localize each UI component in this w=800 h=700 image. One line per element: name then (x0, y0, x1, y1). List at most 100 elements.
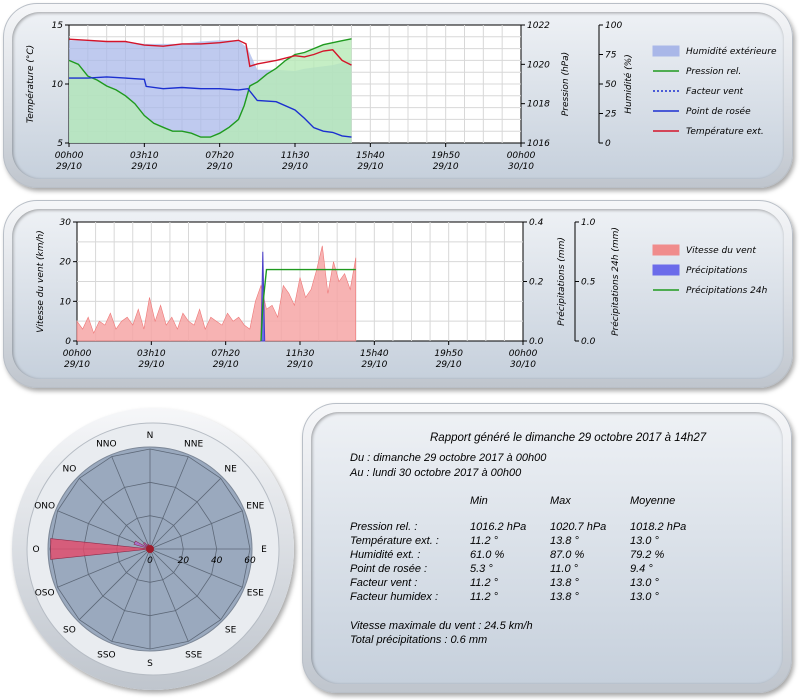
x-tick-label: 11h30 (286, 349, 315, 359)
legend-label: Précipitations (686, 265, 748, 276)
wind-speed-area (76, 245, 357, 342)
weather-chart: 00h0029/1003h1029/1007h2029/1011h3029/10… (25, 21, 777, 172)
report-header-avg: Moyenne (630, 495, 676, 507)
legend-label: Point de rosée (686, 106, 751, 117)
report-row-avg: 9.4 ° (630, 563, 653, 575)
report-max-wind: Vitesse maximale du vent : 24.5 km/h (350, 620, 533, 632)
report-row-max: 1020.7 hPa (550, 521, 607, 533)
report-panel (302, 403, 792, 693)
rose-direction-label: ENE (246, 501, 264, 511)
rain-24h-line (260, 268, 356, 342)
x-tick-date: 29/10 (213, 360, 239, 370)
rose-direction-label: E (261, 545, 267, 555)
rose-spoke (79, 548, 151, 620)
rose-direction-label: SE (225, 626, 237, 636)
wind-rose-panel: N NNE NE ENE E ESE SE SSE S SSO SO OSO O ONO NO NNO 0 20 4… (12, 408, 294, 690)
rose-spoke (149, 548, 189, 642)
rose-direction-label: NE (224, 464, 237, 474)
report-row-label: Température ext. : (350, 535, 439, 547)
x-tick-label: 15h40 (356, 151, 385, 161)
report-row-avg: 13.0 ° (630, 577, 659, 589)
rain-axis-tick-label: 0.4 (529, 218, 544, 228)
pressure-axis-tick-label: 1020 (527, 60, 550, 70)
rose-direction-label: SSE (185, 650, 202, 660)
wind-rain-chart-panel: 00h00 29/10 03h10 29/10 07h20 29/10 11h30 29/10… (3, 200, 793, 388)
pressure-axis-tick-label: 1016 (527, 139, 550, 149)
x-tick-date: 30/10 (510, 360, 536, 370)
x-tick-label: 00h00 (507, 151, 536, 161)
rose-petal (133, 540, 151, 550)
report-row-avg: 1018.2 hPa (630, 521, 687, 533)
x-tick-date: 29/10 (357, 162, 383, 172)
report-row-min: 5.3 ° (470, 563, 493, 575)
report-row-min: 11.2 ° (470, 535, 499, 547)
wind-axis-title: Vitesse du vent (km/h) (36, 230, 46, 332)
temperature-axis-tick-label: 10 (52, 80, 64, 90)
x-tick-label: 19h50 (431, 151, 460, 161)
rain-24h-axis-tick-label: 1.0 (581, 218, 596, 228)
report-row-label: Point de rosée : (350, 563, 428, 575)
report-row-avg: 79.2 % (630, 549, 665, 561)
x-tick-label: 19h50 (434, 349, 463, 359)
report-row-label: Pression rel. : (350, 521, 418, 533)
legend-swatch (652, 244, 680, 256)
x-tick-label: 03h10 (137, 349, 166, 359)
x-tick-date: 29/10 (436, 360, 462, 370)
x-tick-label: 15h40 (360, 349, 389, 359)
rose-spoke (149, 548, 243, 588)
x-tick-label: 07h20 (205, 151, 234, 161)
wind-axis-tick-label: 0 (65, 337, 71, 347)
report-row-max: 13.8 ° (550, 577, 579, 589)
report-header-max: Max (550, 495, 571, 507)
report-row-avg: 13.0 ° (630, 535, 659, 547)
x-tick-date: 30/10 (508, 162, 534, 172)
report-title: Rapport généré le dimanche 29 octobre 20… (430, 432, 707, 444)
humidity-axis-tick-label: 50 (605, 80, 617, 90)
wind-axis-tick-label: 20 (60, 258, 72, 268)
x-tick-date: 29/10 (64, 360, 90, 370)
rose-spoke (111, 456, 151, 550)
rose-spoke (149, 456, 189, 550)
report-row-max: 13.8 ° (550, 591, 579, 603)
x-tick-label: 00h00 (55, 151, 84, 161)
x-tick-date: 29/10 (282, 162, 308, 172)
rose-direction-label: NO (62, 464, 76, 474)
pressure-axis-tick-label: 1018 (527, 100, 550, 110)
temperature-axis-title: Température (°C) (25, 45, 36, 123)
x-tick-date: 29/10 (138, 360, 164, 370)
temperature-axis-tick-label: 5 (57, 139, 63, 149)
rose-direction-label: SSO (97, 650, 116, 660)
report-row-min: 1016.2 hPa (470, 521, 527, 533)
legend-label: Vitesse du vent (686, 246, 756, 256)
x-tick-date: 29/10 (287, 360, 313, 370)
rose-direction-label: O (32, 545, 39, 555)
x-tick-date: 29/10 (131, 162, 157, 172)
wind-rain-chart: 00h0029/1003h1029/1007h2029/1011h3029/10… (36, 218, 768, 370)
x-tick-label: 00h00 (63, 349, 92, 359)
report-row-min: 11.2 ° (470, 577, 499, 589)
rose-spoke (149, 510, 243, 550)
x-tick-date: 29/10 (207, 162, 233, 172)
rose-direction-label: S (147, 659, 153, 669)
rose-spoke (149, 548, 221, 620)
pressure-axis-tick-label: 1022 (527, 21, 550, 31)
rose-direction-label: ESE (247, 589, 264, 599)
legend-label: Pression rel. (686, 67, 741, 77)
humidity-axis-title: Humidité (%) (623, 54, 634, 113)
x-tick-label: 07h20 (211, 349, 240, 359)
x-tick-date: 29/10 (361, 360, 387, 370)
humidity-axis-tick-label: 0 (605, 139, 611, 149)
report-total-rain: Total précipitations : 0.6 mm (350, 634, 488, 646)
report-from: Du : dimanche 29 octobre 2017 à 00h00 (350, 452, 547, 464)
rose-petal (50, 538, 151, 560)
wind-axis-tick-label: 30 (60, 218, 72, 228)
report-row-label: Facteur vent : (350, 577, 418, 589)
report-row-min: 11.2 ° (470, 591, 499, 603)
rose-radial-tick: 0 (147, 556, 153, 566)
dew-point-line (69, 76, 352, 138)
wind-axis-tick-label: 10 (60, 297, 72, 307)
report-row-label: Facteur humidex : (350, 591, 439, 603)
rose-radial-tick: 40 (211, 556, 223, 566)
report: Rapport généré le dimanche 29 octobre 20… (312, 410, 780, 680)
rain-axis-title: Précipitations (mm) (556, 237, 567, 326)
